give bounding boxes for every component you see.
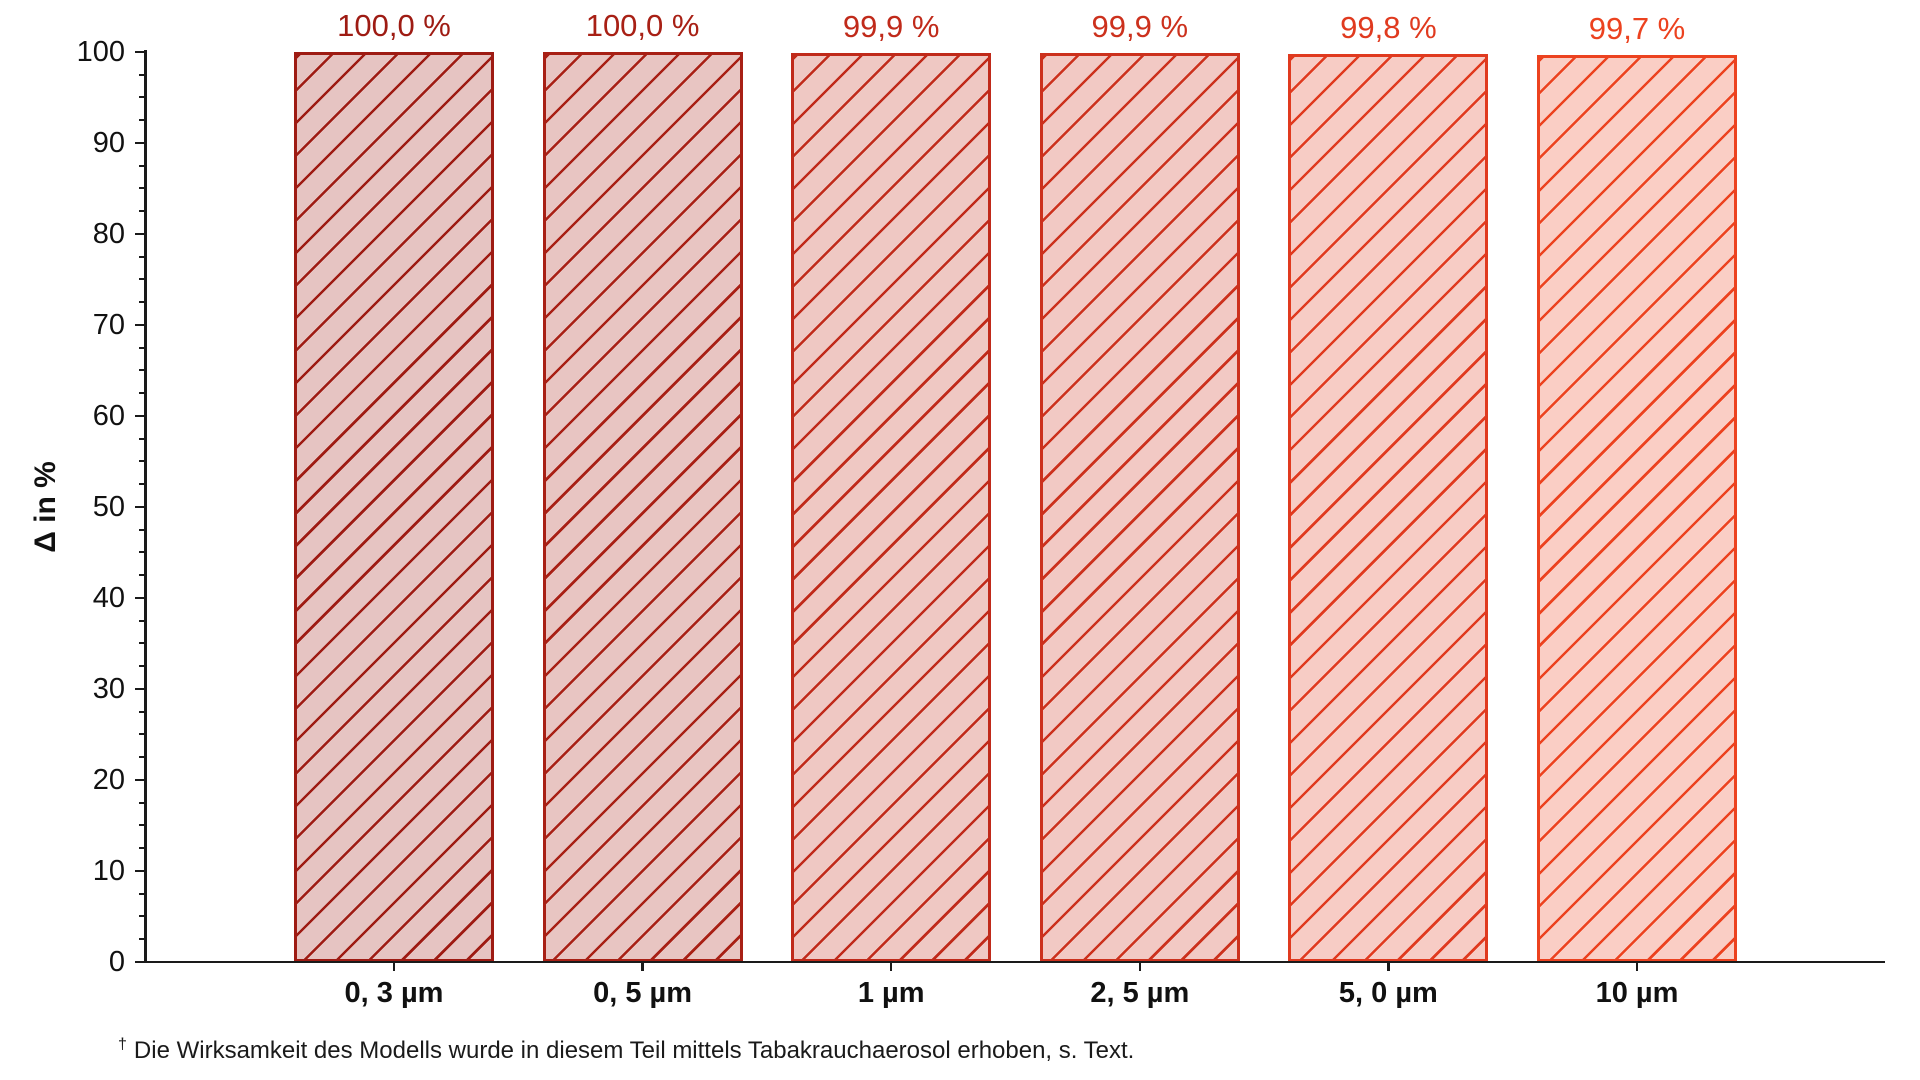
y-tick-label: 50 [92, 491, 125, 523]
y-minor-tick [139, 460, 145, 463]
y-minor-tick [139, 96, 145, 99]
y-major-tick [135, 141, 145, 145]
y-minor-tick [139, 483, 145, 485]
y-tick-label: 40 [92, 582, 125, 614]
y-tick-label: 60 [92, 400, 125, 432]
y-minor-tick [139, 756, 145, 758]
y-minor-tick [139, 892, 145, 895]
x-tick-label: 1 µm [857, 977, 925, 1009]
bar-value-label: 100,0 % [337, 8, 451, 43]
x-tick [889, 962, 893, 971]
y-minor-tick [139, 278, 145, 281]
y-minor-tick [139, 437, 145, 440]
x-tick [1635, 962, 1639, 971]
bar [542, 52, 743, 962]
bar [1288, 53, 1489, 962]
y-tick-label: 30 [92, 673, 125, 705]
y-minor-tick [139, 847, 145, 849]
y-major-tick [135, 960, 145, 964]
y-minor-tick [139, 938, 145, 940]
y-minor-tick [139, 164, 145, 167]
x-axis-line [144, 960, 1885, 964]
x-tick-label: 0, 5 µm [593, 977, 693, 1009]
x-tick-label: 10 µm [1595, 977, 1679, 1009]
y-major-tick [135, 869, 145, 873]
x-tick-label: 0, 3 µm [344, 977, 444, 1009]
y-major-tick [135, 596, 145, 600]
y-minor-tick [139, 551, 145, 554]
y-minor-tick [139, 574, 145, 576]
y-tick-label: 0 [108, 946, 125, 978]
y-tick-label: 70 [92, 309, 125, 341]
bar [791, 52, 992, 962]
bar-value-label: 99,7 % [1588, 10, 1686, 46]
bar-value-label: 99,9 % [842, 8, 940, 44]
y-minor-tick [139, 73, 145, 76]
bar [1537, 54, 1737, 962]
y-tick-label: 10 [92, 855, 125, 887]
x-tick [1387, 962, 1390, 971]
y-minor-tick [139, 665, 145, 667]
x-tick-label: 2, 5 µm [1090, 977, 1190, 1009]
y-minor-tick [139, 733, 145, 736]
y-major-tick [135, 414, 145, 418]
y-minor-tick [139, 915, 145, 918]
y-minor-tick [139, 824, 145, 827]
y-minor-tick [139, 528, 145, 531]
y-minor-tick [139, 255, 145, 258]
y-major-tick [135, 505, 145, 509]
y-minor-tick [139, 642, 145, 645]
y-tick-label: 100 [76, 36, 125, 68]
y-major-tick [135, 50, 145, 54]
y-minor-tick [139, 301, 145, 303]
bar [1039, 52, 1240, 962]
y-minor-tick [139, 369, 145, 372]
bar-value-label: 99,8 % [1340, 9, 1437, 45]
x-tick [1138, 962, 1142, 971]
x-tick [641, 962, 644, 971]
y-major-tick [135, 232, 145, 236]
bar-value-label: 100,0 % [585, 8, 700, 43]
x-tick-label: 5, 0 µm [1338, 977, 1438, 1009]
y-minor-tick [139, 710, 145, 713]
y-minor-tick [139, 346, 145, 349]
y-tick-label: 20 [92, 764, 125, 796]
y-tick-label: 80 [92, 218, 125, 250]
plot-area: 100,0 % 100,0 % 99,9 % 99,9 % 99,8 % 99,7 % 0… [77, 8, 1885, 1009]
bar-value-label: 99,9 % [1091, 8, 1189, 44]
y-minor-tick [139, 210, 145, 212]
y-major-tick [135, 778, 145, 782]
y-minor-tick [139, 619, 145, 622]
y-major-tick [135, 687, 145, 691]
bar [294, 52, 494, 962]
y-minor-tick [139, 187, 145, 190]
y-tick-label: 90 [92, 127, 125, 159]
x-tick [392, 962, 396, 971]
footnote-text: Die Wirksamkeit des Modells wurde in die… [133, 1037, 1135, 1064]
footnote: † Die Wirksamkeit des Modells wurde in di… [118, 1036, 1134, 1065]
y-minor-tick [139, 801, 145, 804]
y-axis-line [144, 50, 147, 963]
y-minor-tick [139, 119, 145, 121]
y-minor-tick [139, 392, 145, 394]
footnote-dagger: † [118, 1036, 127, 1053]
y-major-tick [135, 323, 145, 327]
